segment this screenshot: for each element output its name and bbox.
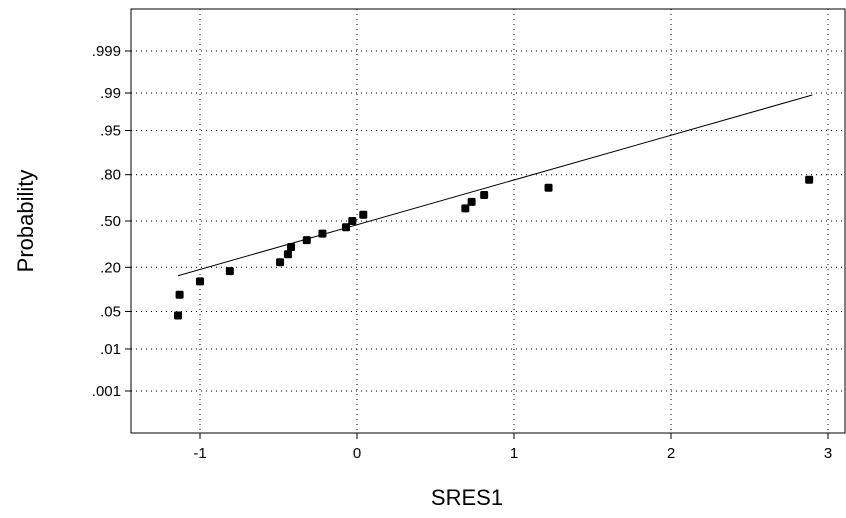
data-point [302,236,311,245]
data-point [359,210,368,219]
data-point [283,250,292,259]
data-point [467,197,476,206]
data-point [276,258,285,267]
y-tick-label: .95 [100,123,121,140]
x-tick-labels: -1 0 1 2 3 [193,445,832,462]
data-point [318,229,327,238]
y-tick-label: .20 [100,259,121,276]
y-tick-label: .80 [100,167,121,184]
plot-frame [130,8,846,434]
data-point [174,311,183,320]
data-point [225,267,234,276]
y-tick-label: .05 [100,303,121,320]
data-point [348,217,357,225]
data-point [175,290,184,299]
y-tick-label: .50 [100,213,121,230]
data-points [174,175,814,320]
y-tick-label: .999 [92,43,121,60]
x-tick-label: 1 [510,445,518,462]
data-point [480,190,489,199]
data-point [805,175,814,184]
x-tick-label: 0 [353,445,361,462]
y-tick-label: .001 [92,383,121,400]
data-point [461,204,470,213]
y-axis-title: Probability [13,170,38,273]
y-tick-label: .01 [100,341,121,358]
fit-line [177,94,813,277]
tick-marks [125,50,829,439]
y-tick-label: .99 [100,85,121,102]
data-point [196,277,204,286]
x-tick-label: 2 [667,445,675,462]
y-tick-labels: .001 .01 .05 .20 .50 .80 .95 .99 .999 [92,43,121,400]
x-tick-label: 3 [824,445,832,462]
data-point [287,243,296,252]
grid [131,9,845,433]
x-axis-title: SRES1 [431,485,503,510]
x-tick-label: -1 [193,445,206,462]
data-point [544,183,553,192]
data-point [342,223,351,232]
